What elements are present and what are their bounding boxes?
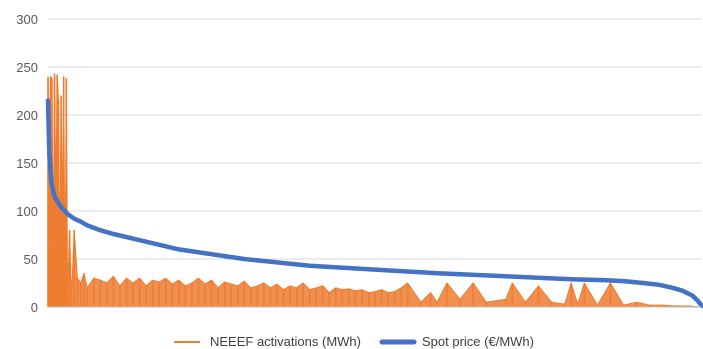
- gridlines: [48, 18, 702, 260]
- legend: NEEEF activations (MWh) Spot price (€/MW…: [174, 334, 534, 349]
- legend-label-neeef-activations: NEEEF activations (MWh): [210, 334, 361, 349]
- activation-series-line: [47, 73, 703, 308]
- y-tick-label-300: 300: [16, 12, 38, 27]
- y-axis-tick-labels: 0 50 100 150 200 250 300: [16, 12, 38, 315]
- legend-label-spot-price: Spot price (€/MWh): [422, 334, 534, 349]
- series-spot-price: [45, 98, 703, 309]
- spot-price-line: [45, 98, 703, 309]
- y-tick-label-100: 100: [16, 204, 38, 219]
- y-tick-label-250: 250: [16, 60, 38, 75]
- y-tick-label-150: 150: [16, 156, 38, 171]
- series-neeef-activations: [47, 73, 703, 308]
- y-tick-label-0: 0: [31, 300, 38, 315]
- y-tick-label-50: 50: [24, 252, 38, 267]
- activation-series-fill: [48, 73, 702, 307]
- y-tick-label-200: 200: [16, 108, 38, 123]
